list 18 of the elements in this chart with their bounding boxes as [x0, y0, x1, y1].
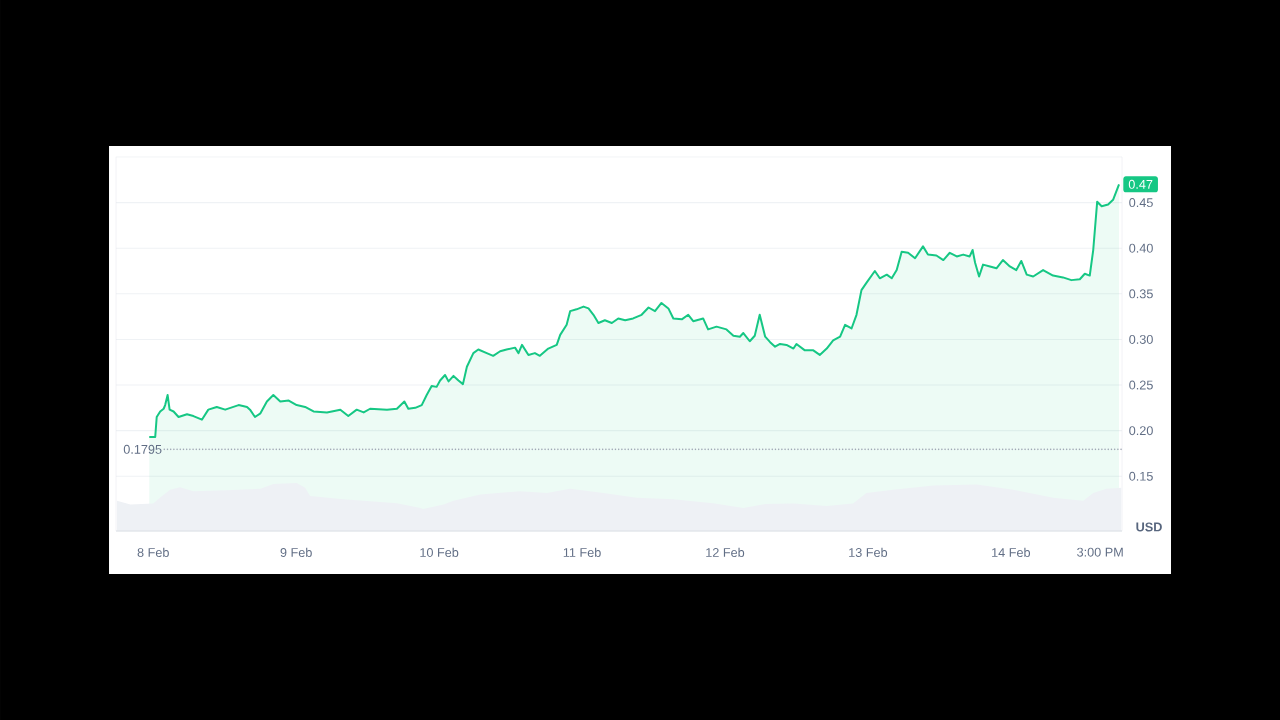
x-tick-label: 10 Feb: [420, 547, 459, 557]
x-tick-label: 3:00 PM: [1077, 547, 1123, 557]
x-tick-label: 12 Feb: [706, 547, 745, 557]
ref-line-label: 0.1795: [123, 444, 162, 454]
y-tick-label: 0.40: [1129, 243, 1153, 253]
annotation: 0.47: [1128, 179, 1153, 189]
y-axis-title: USD: [1136, 522, 1162, 532]
y-tick-label: 0.45: [1129, 198, 1153, 208]
y-tick-label: 0.25: [1129, 380, 1153, 390]
y-tick-label: 0.20: [1129, 426, 1153, 436]
x-tick-label: 13 Feb: [849, 547, 888, 557]
x-tick-label: 8 Feb: [137, 547, 169, 557]
y-tick-label: 0.35: [1129, 289, 1153, 299]
x-tick-label: 9 Feb: [280, 547, 312, 557]
y-tick-label: 0.30: [1129, 334, 1153, 344]
x-tick-label: 14 Feb: [992, 547, 1031, 557]
x-tick-label: 11 Feb: [563, 547, 601, 557]
y-tick-label: 0.15: [1129, 471, 1153, 481]
